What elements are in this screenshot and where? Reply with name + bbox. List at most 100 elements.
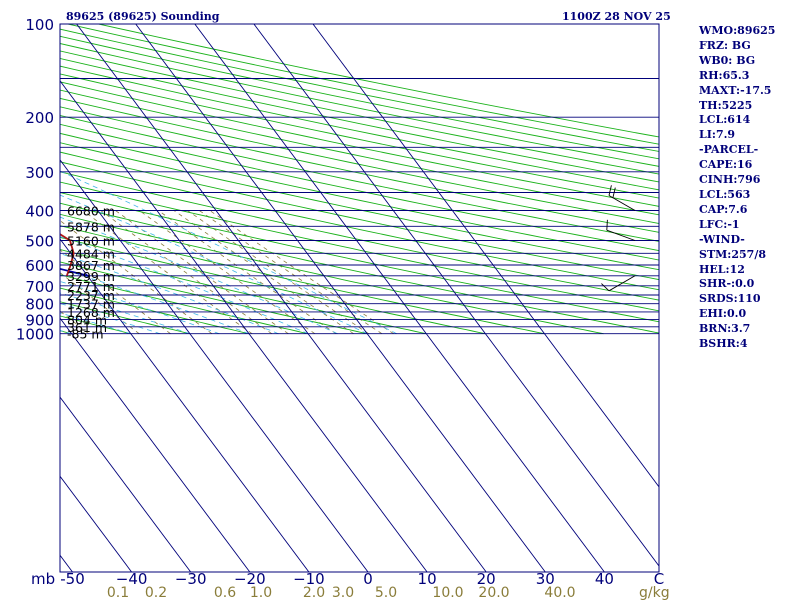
isotherm (253, 24, 659, 567)
index-value: WB0: BG (699, 53, 756, 67)
temperature-tick-label: 30 (536, 570, 555, 588)
pressure-tick-label: 700 (25, 278, 54, 296)
isotherm (194, 24, 605, 572)
mixing-ratio-label: 1.0 (250, 585, 272, 600)
height-label: 2237 m (67, 288, 115, 303)
mixing-ratio-label: 40.0 (544, 585, 575, 600)
pressure-tick-label: 400 (25, 203, 54, 221)
height-label: -85 m (67, 327, 104, 342)
wind-barb (601, 275, 636, 292)
pressure-tick-label: 500 (25, 233, 54, 251)
pressure-tick-label: 200 (25, 109, 54, 127)
background-grid (0, 24, 659, 572)
isotherm (0, 24, 13, 572)
isotherm (60, 80, 428, 572)
temperature-tick-label: −20 (234, 570, 266, 588)
dry-adiabat (0, 24, 13, 334)
pressure-tick-label: 800 (25, 296, 54, 314)
index-value: LI:7.9 (699, 128, 736, 142)
height-label: 361 m (67, 320, 107, 335)
index-value: MAXT:-17.5 (699, 83, 772, 97)
dry-adiabat (60, 81, 659, 207)
mixing-ratio-label: 2.0 (303, 585, 325, 600)
index-value: FRZ: BG (699, 38, 751, 52)
moist-adiabat (60, 194, 368, 335)
height-label: 4484 m (67, 246, 115, 261)
index-value: BSHR:4 (699, 337, 748, 351)
height-label: 3299 m (67, 269, 115, 284)
pressure-unit-label: mb (31, 570, 55, 588)
dry-adiabat (60, 28, 659, 152)
sounding-profiles (60, 233, 89, 277)
height-label: 2771 m (67, 279, 115, 294)
height-label: 6680 m (67, 204, 115, 219)
temperature-tick-label: 20 (477, 570, 496, 588)
index-value: SRDS:110 (699, 292, 761, 306)
height-label: 5160 m (67, 234, 115, 249)
dry-adiabat (60, 161, 659, 291)
mixing-ratio-label: 0.6 (214, 585, 236, 600)
isotherm (60, 317, 251, 572)
plot-frame (59, 23, 660, 573)
wind-barb (606, 219, 636, 241)
index-value: SHR-:0.0 (699, 277, 755, 291)
dry-adiabat (60, 35, 659, 160)
index-value: TH:5225 (699, 98, 753, 112)
mixing-ratio-line (100, 210, 273, 335)
pressure-tick-label: 600 (25, 257, 54, 275)
dry-adiabat (60, 106, 659, 233)
pressure-tick-label: 300 (25, 164, 54, 182)
pressure-tick-label: 900 (25, 312, 54, 330)
index-value: RH:65.3 (699, 68, 750, 82)
index-value: EHI:0.0 (699, 307, 747, 321)
isotherm (312, 24, 659, 488)
temperature-tick-label: −10 (293, 570, 325, 588)
isotherm (60, 396, 192, 572)
mixing-ratio-line (0, 211, 27, 334)
index-value: LCL:563 (699, 187, 751, 201)
mixing-ratio-unit-label: g/kg (639, 585, 670, 600)
dry-adiabat (60, 114, 659, 242)
dry-adiabat (60, 151, 659, 281)
dry-adiabat (60, 57, 659, 183)
temperature-tick-label: 0 (363, 570, 373, 588)
dry-adiabat (60, 171, 659, 301)
dry-adiabat (60, 50, 659, 175)
index-value: HEL:12 (699, 262, 745, 276)
mixing-ratio-label: 3.0 (332, 585, 354, 600)
dry-adiabat (60, 89, 659, 216)
temperature-tick-label: 40 (595, 570, 614, 588)
dry-adiabat (60, 73, 659, 199)
index-value: CINH:796 (699, 173, 761, 187)
isotherm (60, 475, 132, 572)
temperature-tick-label: −30 (175, 570, 207, 588)
mixing-ratio-label: 5.0 (375, 585, 397, 600)
index-value: STM:257/8 (699, 247, 766, 261)
height-label: 3867 m (67, 258, 115, 273)
height-label: 1737 m (67, 297, 115, 312)
isotherm (135, 24, 546, 572)
temperature-tick-label: -50 (60, 570, 85, 588)
isotherm (60, 238, 310, 572)
mixing-ratio-label: 0.2 (145, 585, 167, 600)
temperature-tick-label: 10 (418, 570, 437, 588)
mixing-ratio-label: 0.1 (107, 585, 129, 600)
index-value: CAP:7.6 (699, 202, 748, 216)
pressure-tick-label: 100 (25, 16, 54, 34)
index-value: LCL:614 (699, 113, 751, 127)
mixing-ratio-line (209, 210, 394, 335)
height-label: 804 m (67, 313, 107, 328)
mixing-ratio-label: 10.0 (432, 585, 463, 600)
index-value: BRN:3.7 (699, 322, 751, 336)
index-value: -PARCEL- (699, 143, 759, 157)
pressure-tick-label: 1000 (16, 326, 54, 344)
dry-adiabat (60, 97, 659, 224)
isotherm (60, 159, 369, 572)
dry-adiabat (98, 24, 659, 138)
index-value: CAPE:16 (699, 158, 753, 172)
dry-adiabat (67, 24, 659, 145)
dry-adiabat (60, 123, 659, 252)
temperature-unit-label: C (654, 570, 664, 588)
